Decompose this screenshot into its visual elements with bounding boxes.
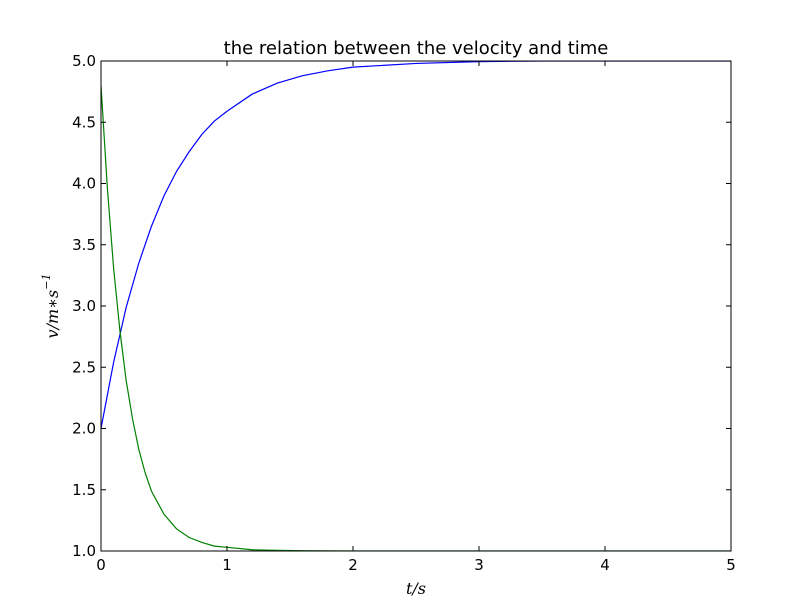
x-tick-label: 1 [222,556,232,574]
x-tick-label: 5 [726,556,736,574]
y-axis: 1.0 1.5 2.0 2.5 3.0 3.5 4.0 4.5 5.0 [72,52,731,560]
y-tick-label: 2.5 [72,358,96,376]
y-tick-label: 4.0 [72,175,96,193]
y-tick-label: 2.0 [72,420,96,438]
y-axis-label-group: v/m∗s−1 [40,274,62,339]
plot-background [101,61,731,551]
x-tick-label: 2 [348,556,358,574]
x-axis: 0 1 2 3 4 5 [96,61,736,574]
y-axis-label-main: v/m∗s [43,290,62,339]
y-axis-label: v/m∗s−1 [40,274,62,339]
x-tick-label: 0 [96,556,106,574]
x-axis-label: t/s [406,579,426,598]
y-tick-label: 5.0 [72,52,96,70]
y-axis-label-superscript: −1 [40,274,53,290]
chart-title: the relation between the velocity and ti… [224,38,609,59]
y-tick-label: 3.0 [72,297,96,315]
x-tick-label: 3 [474,556,484,574]
y-tick-label: 4.5 [72,113,96,131]
x-tick-label: 4 [600,556,610,574]
y-tick-label: 1.5 [72,481,96,499]
y-tick-label: 1.0 [72,542,96,560]
plot-area [100,60,732,552]
y-tick-label: 3.5 [72,236,96,254]
